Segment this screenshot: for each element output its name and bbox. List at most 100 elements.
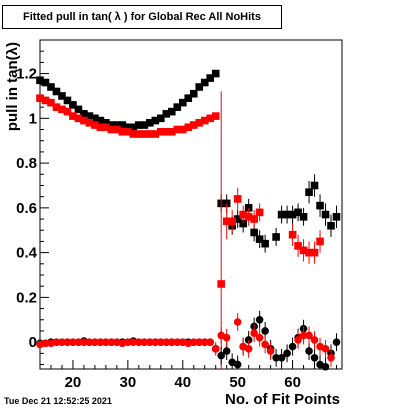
data-point — [102, 338, 110, 346]
series-layer — [36, 69, 341, 371]
data-point — [36, 76, 44, 85]
series-2 — [36, 91, 324, 369]
y-tick-label: 1 — [29, 110, 37, 127]
data-point — [294, 242, 302, 250]
data-point — [74, 338, 83, 346]
data-point — [124, 127, 132, 136]
data-point — [85, 338, 94, 346]
data-point — [58, 92, 66, 100]
data-point — [200, 116, 209, 125]
data-point — [294, 208, 302, 217]
data-point — [36, 94, 44, 102]
series-4 — [36, 313, 335, 367]
data-point — [277, 354, 286, 362]
data-point — [288, 342, 297, 351]
data-point — [250, 228, 258, 237]
data-point — [146, 338, 154, 346]
data-point — [129, 130, 138, 138]
data-point — [195, 338, 204, 346]
data-point — [233, 318, 242, 326]
data-point — [167, 338, 176, 346]
data-point — [41, 339, 50, 348]
data-point — [85, 119, 94, 127]
data-point — [52, 338, 61, 346]
data-point — [140, 121, 149, 129]
data-point — [107, 338, 116, 346]
data-point — [283, 349, 291, 358]
data-point — [305, 188, 313, 196]
data-point — [255, 208, 264, 217]
data-point — [316, 237, 324, 246]
data-point — [107, 121, 116, 129]
data-point — [96, 123, 105, 132]
data-point — [189, 121, 198, 129]
data-point — [255, 315, 264, 324]
x-tick-label: 40 — [174, 374, 191, 391]
data-point — [266, 347, 275, 355]
x-axis-label: No. of Fit Points — [225, 391, 340, 408]
data-point — [74, 114, 83, 123]
data-point — [184, 94, 193, 102]
data-point — [184, 123, 193, 132]
data-point — [305, 248, 313, 257]
data-point — [211, 69, 220, 78]
data-point — [332, 338, 341, 346]
data-point — [102, 123, 110, 132]
data-point — [118, 121, 127, 129]
data-point — [217, 351, 225, 360]
data-point — [261, 340, 269, 349]
data-point — [173, 125, 182, 134]
data-point — [41, 78, 50, 87]
data-point — [157, 114, 165, 123]
data-point — [102, 119, 110, 127]
data-point — [288, 230, 297, 239]
data-point — [91, 114, 99, 123]
data-point — [52, 103, 61, 111]
data-point — [47, 98, 55, 107]
data-point — [113, 121, 121, 129]
data-point — [228, 217, 236, 226]
series-1 — [36, 69, 341, 253]
data-point — [305, 347, 313, 355]
data-point — [299, 246, 308, 255]
data-point — [261, 327, 269, 335]
axis-ticks: 20 30 40 50 60 0 0.2 0.4 0.6 0.8 1 1.2 — [16, 39, 338, 391]
data-point — [239, 219, 247, 228]
data-point — [195, 83, 204, 91]
data-point — [52, 87, 61, 96]
data-point — [277, 210, 286, 219]
data-point — [321, 210, 330, 219]
data-point — [255, 333, 264, 342]
data-point — [327, 221, 335, 230]
data-point — [206, 338, 215, 346]
data-point — [310, 181, 319, 190]
data-point — [250, 215, 258, 223]
data-point — [74, 105, 83, 114]
data-point — [91, 121, 99, 129]
y-axis-label: pull in tan(λ) — [4, 42, 21, 131]
data-point — [321, 362, 330, 371]
data-point — [310, 354, 319, 362]
data-point — [135, 338, 143, 346]
data-point — [178, 98, 187, 107]
data-point — [244, 213, 253, 221]
data-point — [233, 360, 242, 369]
data-point — [140, 130, 149, 138]
data-point — [41, 96, 50, 105]
data-point — [244, 345, 253, 353]
data-point — [146, 119, 154, 127]
timestamp: Tue Dec 21 12:52:25 2021 — [4, 396, 112, 406]
data-point — [272, 354, 280, 362]
data-point — [162, 338, 171, 346]
data-point — [327, 354, 335, 362]
data-point — [124, 123, 132, 132]
data-point — [157, 127, 165, 136]
data-point — [69, 112, 77, 120]
data-point — [58, 105, 66, 114]
data-point — [299, 213, 308, 221]
data-point — [217, 280, 225, 288]
data-point — [332, 213, 341, 221]
data-point — [107, 125, 116, 134]
data-point — [233, 215, 242, 223]
